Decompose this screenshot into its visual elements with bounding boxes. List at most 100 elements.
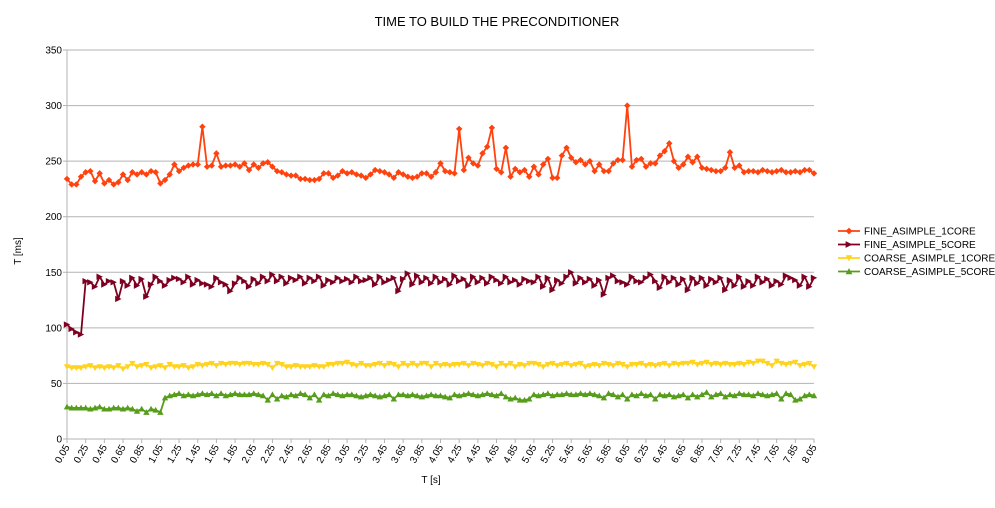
data-point-1-34	[222, 281, 229, 288]
data-point-0-95	[507, 173, 514, 180]
data-point-2-22	[166, 361, 173, 368]
data-point-3-102	[540, 391, 547, 398]
data-point-0-49	[292, 172, 299, 179]
data-point-2-159	[806, 360, 813, 367]
data-point-2-29	[199, 363, 206, 369]
data-point-3-118	[614, 393, 622, 400]
data-point-1-112	[586, 275, 594, 283]
data-point-1-128	[661, 273, 668, 280]
data-point-1-1	[68, 325, 75, 333]
data-point-1-138	[708, 275, 715, 283]
data-point-2-30	[203, 361, 211, 368]
data-point-0-47	[283, 171, 290, 178]
data-point-3-63	[357, 393, 365, 400]
data-point-0-92	[493, 165, 500, 173]
data-point-1-20	[157, 277, 164, 285]
data-point-3-17	[143, 409, 150, 415]
data-point-2-57	[329, 361, 337, 368]
data-point-0-68	[381, 169, 388, 176]
y-tick-label-0: 0	[56, 435, 62, 446]
data-point-3-81	[441, 393, 449, 400]
data-point-2-21	[161, 365, 169, 372]
data-point-0-31	[208, 162, 215, 169]
data-point-3-150	[764, 392, 771, 399]
data-point-3-142	[726, 391, 734, 398]
data-point-0-16	[138, 169, 145, 176]
data-point-3-125	[647, 391, 654, 398]
data-point-2-101	[535, 361, 542, 368]
data-point-0-45	[273, 167, 281, 175]
data-point-0-42	[259, 160, 267, 167]
data-point-0-69	[385, 171, 393, 178]
data-point-1-83	[451, 272, 458, 279]
data-point-1-129	[666, 279, 673, 286]
data-point-2-120	[624, 364, 631, 370]
data-point-0-43	[264, 159, 271, 166]
data-point-2-147	[750, 360, 757, 367]
data-point-0-79	[432, 169, 440, 176]
data-point-1-59	[339, 277, 346, 285]
data-point-2-63	[357, 360, 365, 367]
data-point-3-128	[661, 392, 668, 399]
data-point-2-90	[483, 360, 491, 367]
data-point-3-27	[189, 392, 197, 399]
data-point-0-23	[171, 161, 178, 168]
x-tick-label-10: 2.05	[240, 443, 259, 466]
data-point-2-5	[87, 363, 94, 369]
data-point-0-144	[736, 162, 743, 169]
data-point-3-153	[778, 395, 785, 402]
data-point-0-9	[105, 176, 113, 184]
data-point-1-74	[409, 281, 416, 288]
data-point-3-62	[353, 392, 360, 399]
data-point-3-127	[656, 391, 664, 398]
data-point-0-51	[301, 175, 309, 183]
data-point-2-129	[666, 363, 673, 369]
data-point-0-24	[175, 167, 183, 175]
data-point-3-137	[703, 389, 710, 395]
data-point-1-35	[227, 287, 234, 295]
data-point-1-15	[133, 282, 141, 289]
data-point-2-42	[259, 360, 267, 367]
data-point-2-26	[185, 365, 192, 372]
data-point-1-23	[171, 274, 178, 282]
data-point-2-150	[764, 360, 771, 367]
data-point-1-80	[437, 279, 444, 286]
data-point-0-29	[199, 123, 206, 130]
data-point-1-111	[582, 279, 589, 286]
data-point-2-76	[418, 360, 426, 367]
data-point-1-125	[647, 271, 654, 278]
data-point-3-80	[437, 392, 444, 399]
data-point-2-83	[451, 361, 458, 368]
data-point-3-3	[77, 404, 85, 411]
data-point-2-138	[708, 361, 715, 368]
legend-label-3: COARSE_ASIMPLE_5CORE	[864, 267, 995, 278]
data-point-3-43	[264, 396, 271, 403]
x-tick-label-11: 2.25	[259, 443, 278, 466]
data-point-0-20	[157, 180, 164, 187]
data-point-0-76	[418, 170, 426, 177]
data-point-3-10	[110, 404, 117, 411]
data-point-0-89	[479, 150, 486, 157]
data-point-0-32	[213, 150, 220, 157]
data-point-1-36	[231, 280, 239, 287]
data-point-3-19	[152, 406, 159, 413]
data-point-0-56	[325, 170, 332, 177]
data-point-2-99	[526, 360, 533, 367]
data-point-2-53	[311, 363, 318, 369]
data-point-2-19	[152, 364, 159, 370]
x-tick-label-39: 7.85	[782, 443, 801, 466]
data-point-3-42	[259, 392, 267, 399]
data-point-1-66	[371, 281, 379, 288]
data-point-1-110	[577, 274, 584, 282]
data-point-2-36	[231, 360, 239, 367]
data-point-2-16	[138, 363, 145, 369]
data-point-0-110	[577, 156, 584, 164]
data-point-0-136	[698, 164, 706, 172]
data-point-0-62	[353, 171, 360, 178]
data-point-2-111	[582, 364, 589, 370]
series-3	[63, 389, 818, 415]
data-point-2-45	[273, 360, 281, 367]
data-point-2-66	[371, 361, 379, 368]
data-point-2-48	[287, 364, 295, 370]
data-point-0-54	[315, 175, 323, 183]
